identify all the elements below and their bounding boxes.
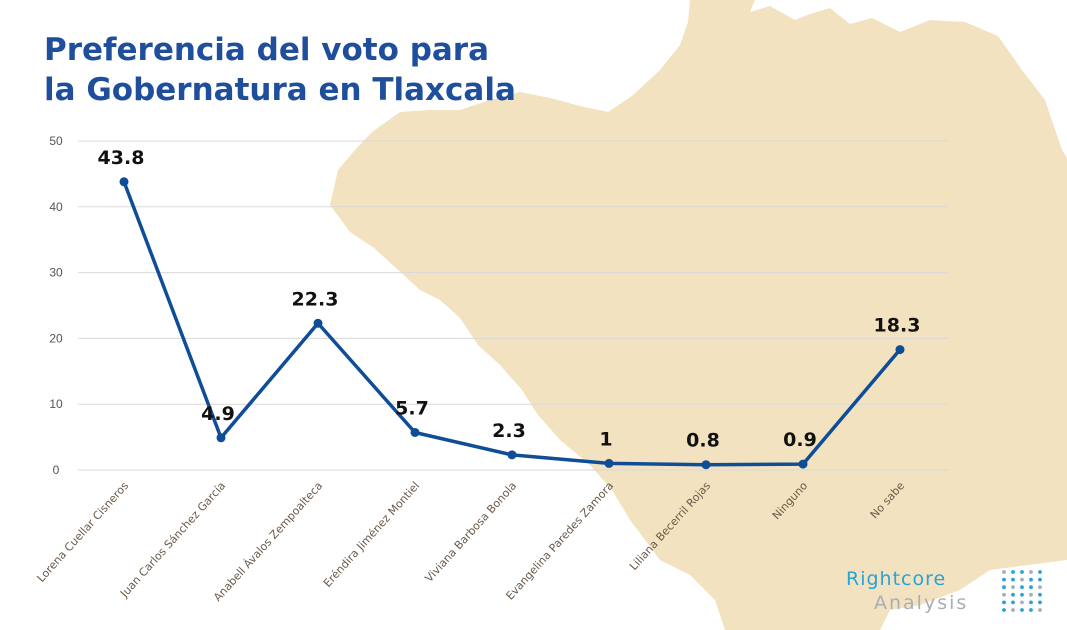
logo-dot (1029, 570, 1033, 574)
x-tick-label: No sabe (868, 479, 908, 521)
x-tick-label: Juan Carlos Sánchez García (117, 479, 228, 600)
y-tick-label: 40 (49, 200, 63, 214)
dot-matrix-icon (1002, 570, 1042, 612)
logo-dot (1020, 585, 1024, 590)
logo-dot (1029, 608, 1033, 612)
logo-dot (1020, 592, 1024, 597)
logo-dot (1020, 600, 1024, 605)
logo-text-analysis: Analysis (874, 592, 969, 614)
data-point (216, 433, 226, 443)
x-tick-label: Viviana Barbosa Bonola (422, 479, 519, 584)
data-label: 43.8 (98, 147, 145, 169)
data-point (701, 460, 711, 470)
data-label: 5.7 (395, 397, 429, 419)
logo-dot (1038, 585, 1042, 590)
logo-dot (1038, 570, 1042, 574)
chart-title: Preferencia del voto para la Gobernatura… (44, 30, 516, 110)
logo-dot (1011, 600, 1015, 605)
x-tick-label: Ninguno (770, 479, 811, 522)
logo-dot (1029, 592, 1033, 597)
data-point (313, 318, 323, 328)
y-tick-label: 50 (49, 134, 63, 148)
logo-dot (1011, 570, 1015, 574)
logo-dot (1029, 600, 1033, 605)
rightcore-logo: Rightcore Analysis (846, 568, 1056, 618)
logo-dot (1002, 577, 1006, 582)
logo-dot (1011, 592, 1015, 597)
logo-dot (1002, 570, 1006, 574)
x-tick-label: Evangelina Paredes Zamora (503, 479, 616, 602)
data-label: 1 (599, 428, 612, 450)
logo-dot (1002, 585, 1006, 590)
y-tick-label: 10 (49, 397, 63, 411)
data-label: 0.8 (686, 430, 720, 452)
data-point (798, 459, 808, 469)
data-point (895, 345, 905, 355)
data-labels: 43.8 4.9 22.3 5.7 2.3 1 0.8 0.9 18.3 (98, 147, 921, 452)
logo-dot (1020, 577, 1024, 582)
logo-dot (1020, 608, 1024, 612)
y-axis-ticks: 0 10 20 30 40 50 (49, 134, 63, 477)
data-point (507, 450, 517, 460)
x-tick-label: Eréndira Jiménez Montiel (321, 479, 422, 589)
data-point (410, 427, 420, 437)
logo-dot (1002, 592, 1006, 597)
logo-dot (1038, 577, 1042, 582)
logo-dot (1011, 585, 1015, 590)
data-point (604, 458, 614, 468)
logo-dot (1002, 600, 1006, 605)
gridlines (78, 140, 948, 471)
logo-dot (1002, 608, 1006, 612)
logo-dot (1029, 577, 1033, 582)
data-points (119, 177, 905, 470)
logo-dot (1020, 570, 1024, 574)
logo-text-rightcore: Rightcore (846, 568, 947, 590)
y-tick-label: 30 (49, 266, 63, 280)
data-label: 22.3 (292, 288, 339, 310)
data-label: 18.3 (874, 315, 921, 337)
logo-dot (1038, 600, 1042, 605)
logo-dot (1011, 577, 1015, 582)
data-label: 2.3 (492, 420, 526, 442)
data-label: 4.9 (201, 403, 235, 425)
y-tick-label: 20 (49, 331, 63, 345)
x-tick-label: Lorena Cuellar Cisneros (34, 479, 131, 585)
data-label: 0.9 (783, 429, 817, 451)
chart-title-line-1: Preferencia del voto para (44, 32, 490, 68)
data-point (119, 177, 129, 187)
logo-dot (1011, 608, 1015, 612)
x-tick-label: Anabell Ávalos Zempoalteca (211, 479, 325, 604)
logo-dot (1038, 608, 1042, 612)
logo-dot (1038, 592, 1042, 597)
x-tick-label: Liliana Becerril Rojas (627, 479, 713, 573)
chart-title-line-2: la Gobernatura en Tlaxcala (44, 72, 516, 108)
logo-dot (1029, 585, 1033, 590)
y-tick-label: 0 (53, 463, 60, 477)
